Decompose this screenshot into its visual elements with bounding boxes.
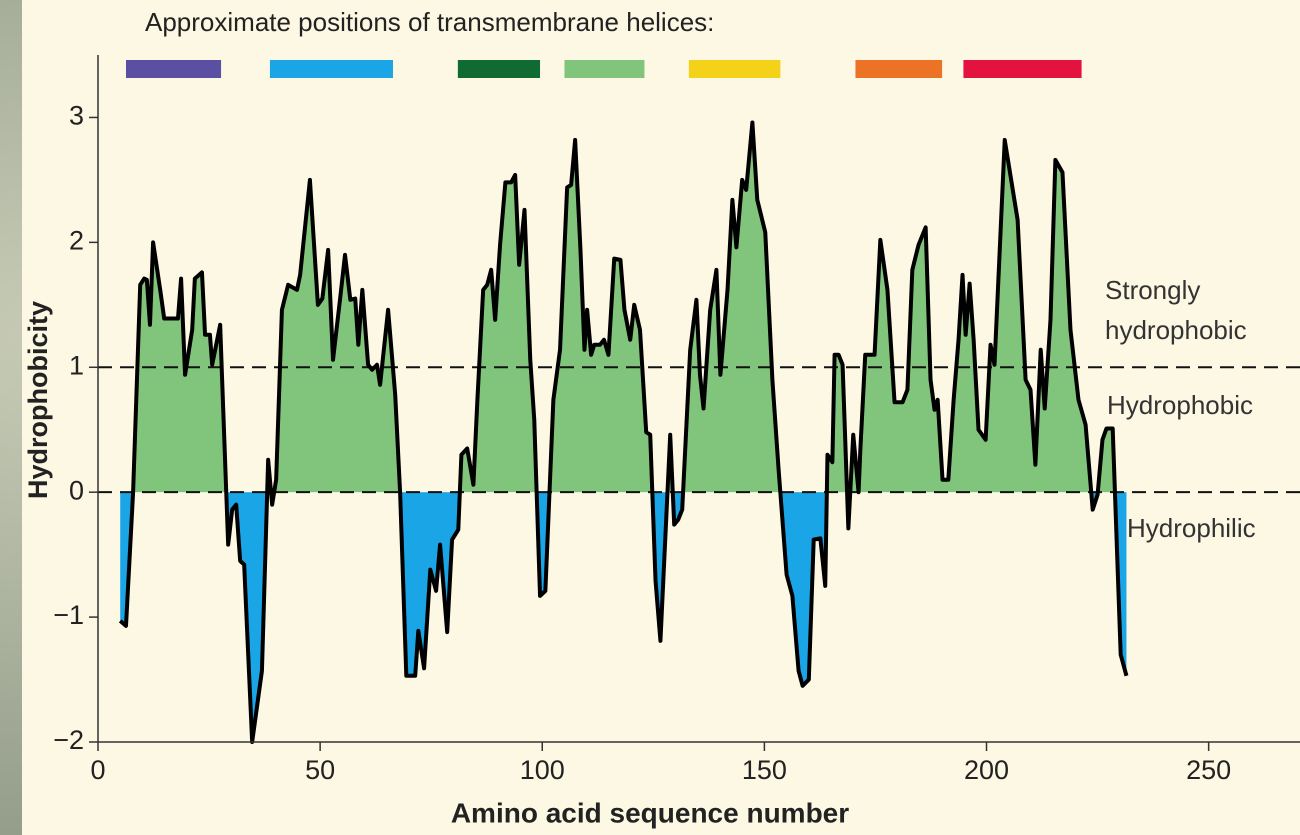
annotation: Strongly hydrophobic — [1105, 275, 1247, 345]
y-tick-label: −1 — [53, 600, 84, 630]
helix-bar — [564, 60, 645, 78]
panel — [22, 0, 1300, 835]
helix-bar — [963, 60, 1082, 78]
x-tick-label: 100 — [520, 755, 565, 785]
x-tick-label: 250 — [1186, 755, 1231, 785]
helix-bar — [269, 60, 393, 78]
helix-bar — [125, 60, 222, 78]
helix-bar — [855, 60, 943, 78]
x-axis-title: Amino acid sequence number — [451, 797, 849, 828]
y-tick-label: 1 — [69, 350, 84, 380]
y-tick-label: 3 — [69, 101, 84, 131]
y-tick-label: 2 — [69, 225, 84, 255]
y-axis-title: Hydrophobicity — [23, 301, 53, 499]
annotation: Hydrophobic — [1107, 390, 1253, 420]
y-tick-label: 0 — [69, 475, 84, 505]
hydrophobicity-line — [118, 120, 1129, 744]
annotation: Hydrophilic — [1127, 513, 1256, 543]
x-tick-label: 150 — [742, 755, 787, 785]
y-tick-label: −2 — [53, 725, 84, 755]
x-tick-label: 0 — [90, 755, 105, 785]
helices-label: Approximate positions of transmembrane h… — [145, 7, 714, 37]
helix-bar — [688, 60, 781, 78]
helix-bar — [457, 60, 541, 78]
x-tick-label: 50 — [305, 755, 335, 785]
x-tick-label: 200 — [964, 755, 1009, 785]
